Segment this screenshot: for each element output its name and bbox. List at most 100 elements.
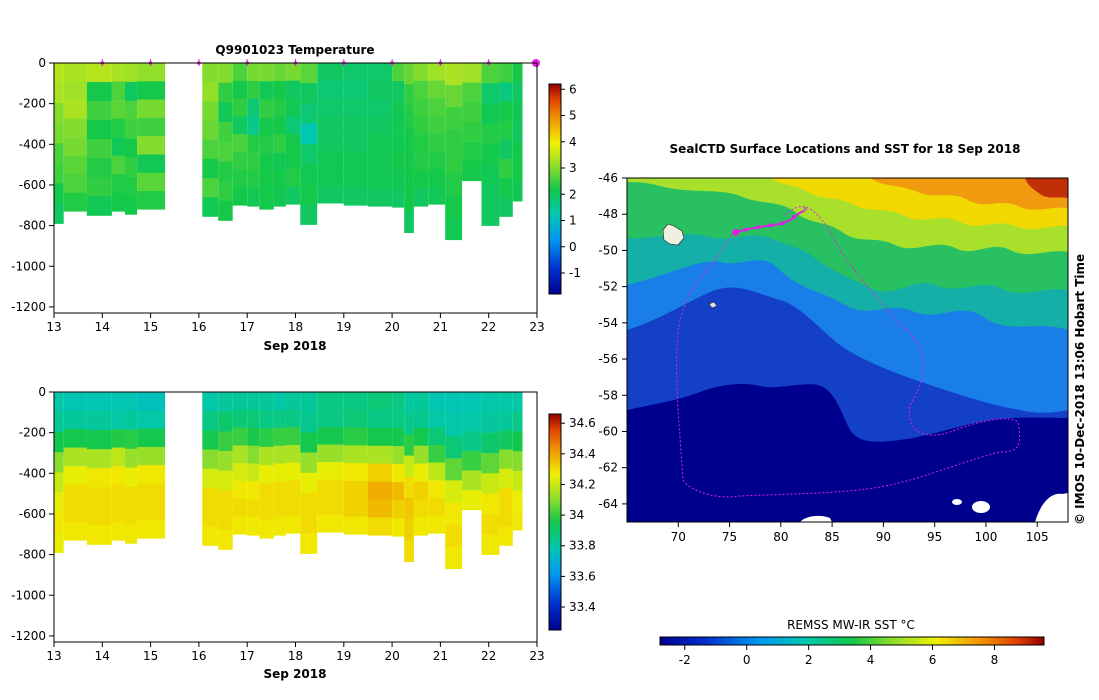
profile-cell [273, 63, 286, 82]
profile-cell [54, 392, 64, 413]
profile-cell [202, 392, 219, 412]
x-tick-label: 20 [384, 320, 399, 334]
y-tick-label: -1000 [11, 259, 46, 273]
seal-position [768, 223, 773, 228]
profile-cell [259, 154, 274, 174]
profile-cell [63, 410, 87, 430]
profile-cell [137, 99, 166, 119]
profile-cell [343, 169, 368, 188]
profile-cell [63, 192, 87, 212]
profile-cell [285, 116, 301, 134]
profile-cell [273, 116, 286, 135]
salinity-y-axis: 0 -200 -400 -600 -800 -1000 -1200 [11, 385, 54, 643]
profile-cell [445, 414, 463, 437]
profile-cell [137, 191, 166, 210]
profile-cell [367, 517, 392, 536]
x-tick-label: 22 [481, 320, 496, 334]
profile-cell [499, 63, 513, 83]
profile-cell [499, 487, 513, 508]
x-tick-label: 17 [240, 320, 255, 334]
colorbar-tick-label: 33.4 [569, 600, 596, 614]
profile-cell [232, 480, 248, 499]
y-tick-label: -1000 [11, 588, 46, 602]
y-tick-label: -800 [19, 219, 46, 233]
profile-cell [63, 503, 87, 523]
profile-cell [125, 157, 138, 177]
profile-cell [413, 152, 429, 171]
sst-colorbar [659, 636, 1045, 646]
profile-cell [202, 411, 219, 431]
lon-tick-label: 105 [1026, 530, 1049, 544]
profile-cell [512, 142, 523, 162]
lon-tick-label: 90 [876, 530, 891, 544]
profile-cell [367, 80, 392, 100]
profile-cell [300, 472, 318, 494]
profile-cell [125, 429, 138, 450]
lat-tick-label: -64 [598, 497, 618, 511]
profile-cell [404, 63, 414, 85]
profile-cell [317, 150, 344, 169]
profile-cell [462, 470, 482, 491]
profile-cell [367, 409, 392, 429]
ice-shelf-edge [1035, 493, 1068, 522]
profile-cell [317, 497, 344, 515]
profile-cell [462, 121, 482, 142]
profile-cell [112, 118, 125, 138]
profile-cell [137, 483, 166, 503]
profile-cell [499, 392, 513, 412]
profile-cell [512, 161, 523, 182]
x-tick-label: 22 [481, 649, 496, 663]
colorbar-tick-label: 6 [569, 82, 577, 96]
profile-cell [273, 170, 286, 189]
profile-cell [445, 85, 463, 108]
profile-cell [259, 191, 274, 210]
profile-cell [499, 526, 513, 546]
salinity-colorbar-ticks: 33.4 33.6 33.8 34 34.2 34.4 34.6 [561, 416, 596, 614]
profile-cell [413, 517, 429, 536]
profile-cell [300, 164, 318, 185]
profile-cell [259, 392, 274, 411]
profile-cell [499, 197, 513, 217]
profile-cell [218, 181, 233, 202]
profile-cell [300, 143, 318, 165]
colorbar-tick-label: 34.6 [569, 416, 596, 430]
profile-cell [273, 134, 286, 153]
antarctic-ice [627, 384, 1068, 522]
sst-map-panel: SealCTD Surface Locations and SST for 18… [598, 142, 1087, 667]
profile-cell [404, 211, 414, 233]
profile-cell [232, 116, 248, 135]
sst-colorbar-tick-label: 0 [743, 653, 751, 667]
profile-cell [392, 446, 405, 465]
profile-cell [63, 521, 87, 541]
profile-cell [404, 169, 414, 191]
colorbar-tick-label: 3 [569, 161, 577, 175]
profile-cell [218, 141, 233, 162]
profile-cell [317, 133, 344, 151]
profile-cell [247, 427, 260, 446]
profile-cell [285, 98, 301, 117]
profile-cell [112, 100, 125, 119]
y-tick-label: -800 [19, 548, 46, 562]
profile-cell [285, 427, 301, 446]
profile-cell [218, 431, 233, 452]
profile-cell [86, 139, 112, 159]
y-tick-label: -400 [19, 466, 46, 480]
profile-cell [247, 116, 260, 135]
profile-cell [112, 484, 125, 504]
profile-cell [86, 430, 112, 450]
profile-cell [137, 446, 166, 466]
iceberg-1 [952, 499, 962, 505]
profile-cell [125, 195, 138, 215]
profile-cell [428, 445, 446, 463]
profile-cell [86, 525, 112, 545]
profile-cell [202, 101, 219, 121]
profile-cell [481, 514, 500, 535]
profile-cell [499, 507, 513, 527]
profile-cell [54, 143, 64, 164]
profile-cell [247, 517, 260, 536]
profile-cell [445, 195, 463, 218]
profile-cell [343, 116, 368, 135]
profile-cell [218, 122, 233, 143]
colorbar-tick-label: 34.4 [569, 447, 596, 461]
profile-cell [317, 115, 344, 134]
